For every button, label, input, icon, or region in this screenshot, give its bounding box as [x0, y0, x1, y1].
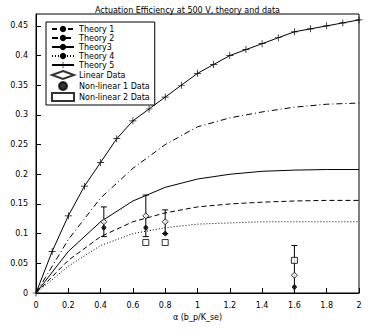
svg-text:0.6: 0.6 — [127, 301, 140, 310]
svg-text:Non-linear 1 Data: Non-linear 1 Data — [79, 82, 150, 91]
svg-text:0.15: 0.15 — [10, 199, 28, 208]
svg-text:0.35: 0.35 — [10, 81, 28, 90]
svg-text:1.8: 1.8 — [320, 301, 333, 310]
svg-text:0: 0 — [33, 301, 38, 310]
svg-text:Theory 2: Theory 2 — [78, 34, 114, 43]
svg-text:0.2: 0.2 — [15, 170, 28, 179]
svg-text:1: 1 — [195, 301, 200, 310]
svg-text:0.45: 0.45 — [10, 21, 28, 30]
svg-text:0.4: 0.4 — [15, 51, 28, 60]
svg-text:Theory 1: Theory 1 — [78, 25, 114, 34]
svg-text:Linear Data: Linear Data — [79, 71, 126, 80]
svg-text:1.6: 1.6 — [288, 301, 301, 310]
svg-text:1.4: 1.4 — [256, 301, 269, 310]
svg-text:0: 0 — [23, 289, 28, 298]
svg-text:0.1: 0.1 — [15, 229, 28, 238]
svg-text:Non-linear 2 Data: Non-linear 2 Data — [79, 93, 150, 102]
svg-text:Theory 4: Theory 4 — [78, 52, 114, 61]
svg-text:α (b_p/K_se): α (b_p/K_se) — [173, 313, 222, 322]
svg-text:0.3: 0.3 — [15, 110, 28, 119]
svg-text:2: 2 — [356, 301, 361, 310]
svg-text:0.2: 0.2 — [62, 301, 75, 310]
svg-text:0.05: 0.05 — [10, 259, 28, 268]
svg-text:Theory 5: Theory 5 — [78, 61, 114, 70]
svg-text:0.8: 0.8 — [159, 301, 172, 310]
svg-text:Theory3: Theory3 — [78, 43, 112, 52]
svg-text:1.2: 1.2 — [223, 301, 236, 310]
svg-text:0.4: 0.4 — [94, 301, 107, 310]
svg-text:0.25: 0.25 — [10, 140, 28, 149]
svg-text:Actuation Efficiency at 500 V,: Actuation Efficiency at 500 V, theory an… — [95, 6, 280, 15]
